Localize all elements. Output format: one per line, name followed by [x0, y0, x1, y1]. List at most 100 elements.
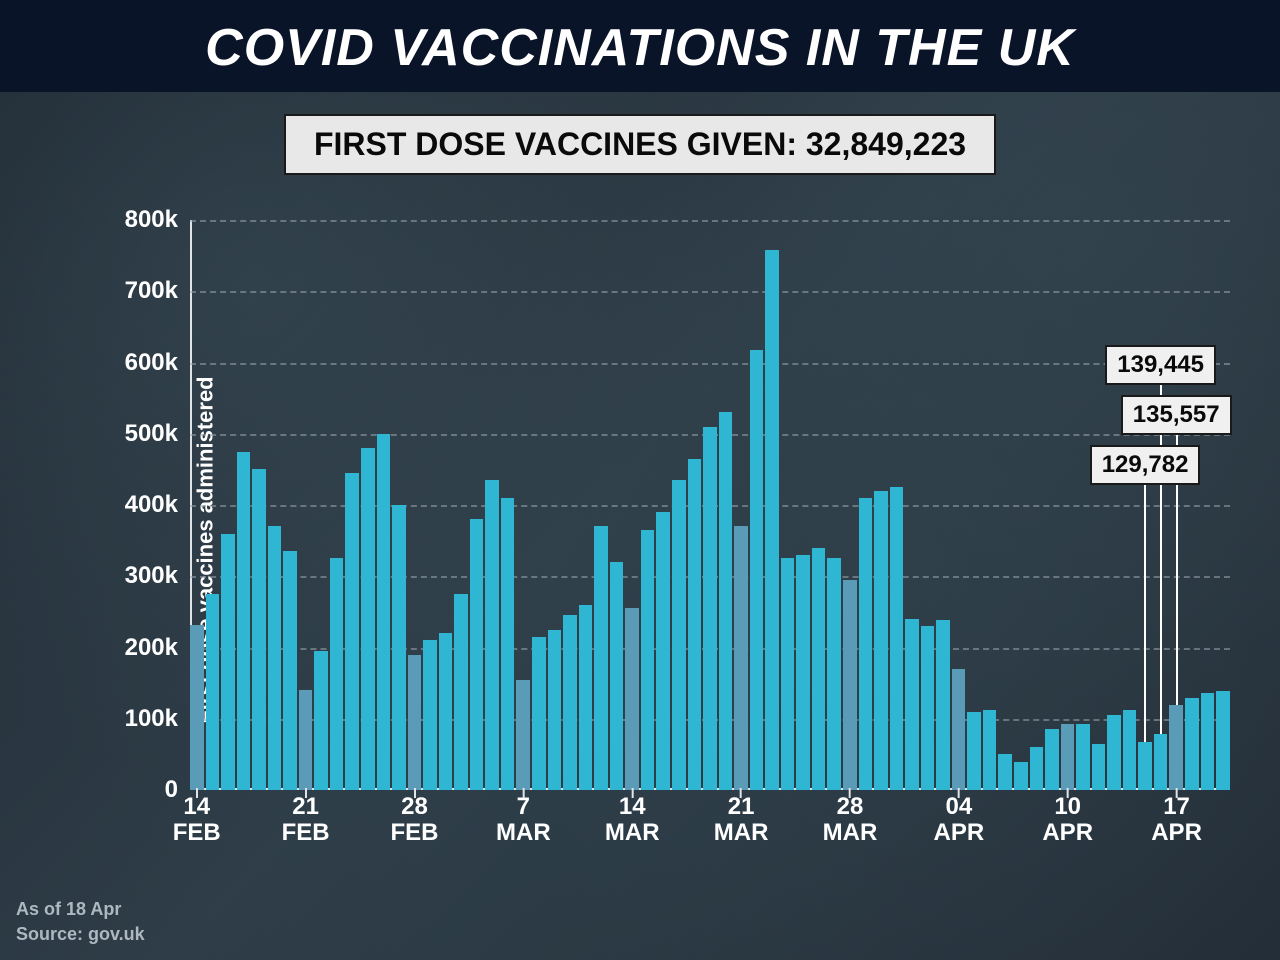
x-tick-mark [1067, 788, 1069, 798]
x-tick-mark [849, 788, 851, 798]
x-tick: 10APR [1042, 794, 1093, 847]
bar [1045, 729, 1059, 790]
bar [812, 548, 826, 790]
bar [237, 452, 251, 790]
bar [423, 640, 437, 790]
bar [843, 580, 857, 790]
bar [1154, 734, 1168, 790]
bar [563, 615, 577, 790]
bar [672, 480, 686, 790]
bar [1030, 747, 1044, 790]
bar [750, 350, 764, 790]
bar [1169, 705, 1183, 791]
bar [454, 594, 468, 790]
footer-date: As of 18 Apr [16, 897, 145, 921]
bar [688, 459, 702, 790]
bar [268, 526, 282, 790]
bar [1216, 691, 1230, 790]
bar [485, 480, 499, 790]
x-tick-mark [522, 788, 524, 798]
x-tick-mark [740, 788, 742, 798]
subtitle-box: FIRST DOSE VACCINES GIVEN: 32,849,223 [284, 114, 996, 175]
bar [1138, 742, 1152, 790]
bar [377, 434, 391, 790]
x-tick-month: MAR [605, 820, 660, 846]
bar [641, 530, 655, 790]
x-tick-month: FEB [173, 820, 221, 846]
y-tick-label: 800k [125, 206, 178, 234]
bar [594, 526, 608, 790]
x-tick: 14MAR [605, 794, 660, 847]
x-tick-month: MAR [823, 820, 878, 846]
x-tick-month: MAR [714, 820, 769, 846]
x-tick-month: APR [1151, 820, 1202, 846]
x-tick: 28MAR [823, 794, 878, 847]
bar [859, 498, 873, 790]
plot-area: 0100k200k300k400k500k600k700k800k [190, 220, 1230, 790]
x-tick: 04APR [933, 794, 984, 847]
x-ticks: 14FEB21FEB28FEB7MAR14MAR21MAR28MAR04APR1… [190, 794, 1230, 874]
x-tick: 14FEB [173, 794, 221, 847]
bar [392, 505, 406, 790]
bar [548, 630, 562, 790]
bar [330, 558, 344, 790]
bar [983, 710, 997, 791]
bar [1014, 762, 1028, 791]
footer-source: Source: gov.uk [16, 922, 145, 946]
bar [439, 633, 453, 790]
bar [656, 512, 670, 790]
x-tick: 17APR [1151, 794, 1202, 847]
x-tick-mark [958, 788, 960, 798]
bar [206, 594, 220, 790]
x-tick-mark [414, 788, 416, 798]
bar [314, 651, 328, 790]
title-bar: COVID VACCINATIONS IN THE UK [0, 0, 1280, 92]
bar [1092, 744, 1106, 790]
bar [252, 469, 266, 790]
bar [516, 680, 530, 790]
bar [501, 498, 515, 790]
x-tick-mark [631, 788, 633, 798]
bar [625, 608, 639, 790]
y-tick-label: 500k [125, 420, 178, 448]
bar [1185, 698, 1199, 790]
y-tick-label: 200k [125, 634, 178, 662]
footer: As of 18 Apr Source: gov.uk [16, 897, 145, 946]
y-tick-label: 700k [125, 277, 178, 305]
bar [952, 669, 966, 790]
bars-container [190, 220, 1230, 790]
bar [345, 473, 359, 790]
bar [905, 619, 919, 790]
bar [967, 712, 981, 790]
x-tick: 7MAR [496, 794, 551, 847]
y-tick-label: 400k [125, 491, 178, 519]
x-tick-month: MAR [496, 820, 551, 846]
x-tick-month: FEB [391, 820, 439, 846]
chart: First dose vaccines administered 0100k20… [70, 210, 1250, 890]
bar [1107, 715, 1121, 790]
bar [283, 551, 297, 790]
x-tick: 21FEB [282, 794, 330, 847]
y-tick-label: 300k [125, 562, 178, 590]
subtitle-wrap: FIRST DOSE VACCINES GIVEN: 32,849,223 [0, 114, 1280, 175]
x-tick-month: APR [933, 820, 984, 846]
bar [827, 558, 841, 790]
y-tick-label: 100k [125, 705, 178, 733]
bar [221, 534, 235, 791]
bar [1061, 724, 1075, 790]
x-tick-mark [196, 788, 198, 798]
x-tick-month: FEB [282, 820, 330, 846]
y-tick-label: 600k [125, 349, 178, 377]
bar [1076, 724, 1090, 790]
bar [408, 655, 422, 790]
bar [936, 620, 950, 790]
bar [610, 562, 624, 790]
bar [1201, 693, 1215, 790]
bar [719, 412, 733, 790]
x-tick-month: APR [1042, 820, 1093, 846]
bar [781, 558, 795, 790]
bar [796, 555, 810, 790]
bar [470, 519, 484, 790]
bar [299, 690, 313, 790]
bar [579, 605, 593, 790]
